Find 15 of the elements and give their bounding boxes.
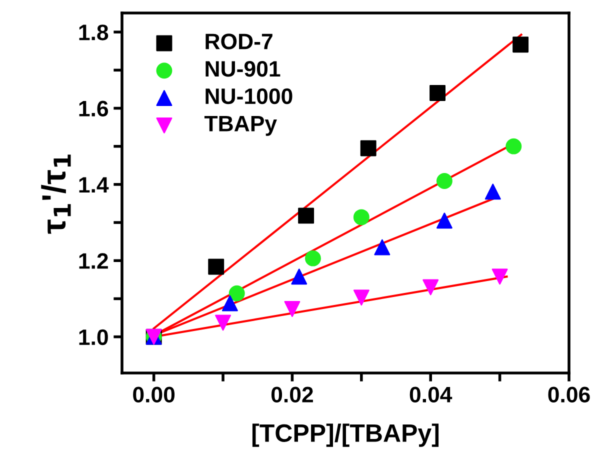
x-tick-label: 0.02 (271, 386, 313, 403)
y-tick-label: 1.6 (79, 100, 108, 117)
x-tick-label: 0.00 (133, 386, 175, 403)
y-tick-label: 1.8 (79, 24, 108, 40)
legend-label: ROD-7 (206, 34, 272, 50)
x-axis-title: [TCPP]/[TBAPy] (252, 424, 439, 447)
y-tick-label: 1.4 (79, 177, 109, 192)
y-tick-label: 1.2 (79, 253, 108, 269)
x-tick-label: 0.06 (548, 386, 590, 403)
y-axis-title: τ$_{1}$'/τ$_{1}$ (41, 154, 71, 234)
legend-label: TBAPy (204, 116, 277, 136)
x-tick-label: 0.04 (410, 386, 452, 403)
legend-label: NU-1000 (206, 88, 292, 104)
legend-label: NU-901 (206, 60, 280, 77)
y-tick-label: 1.0 (79, 329, 108, 346)
